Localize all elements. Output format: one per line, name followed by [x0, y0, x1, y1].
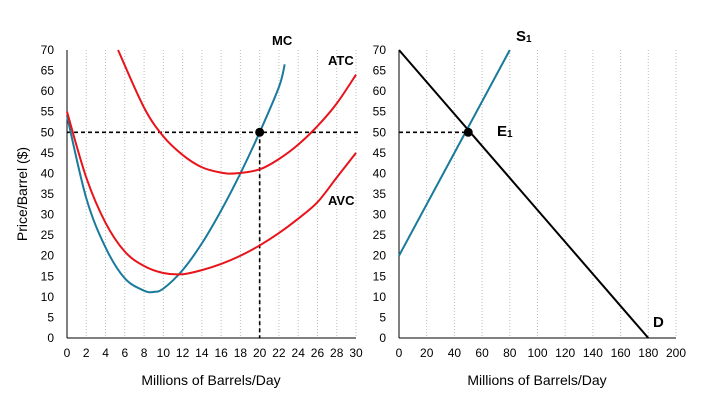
- right-chart-market: 0 5 10 15 20 25 30 35 40 45 50 55 60 65 70 0 20 40 60 80 100…: [373, 28, 687, 388]
- supply-label: S1: [516, 28, 532, 45]
- x-tick-label: 60: [475, 346, 489, 360]
- y-tick-label: 20: [373, 249, 387, 263]
- left-grid: [85, 50, 357, 338]
- right-axes: [398, 50, 676, 339]
- x-tick-label: 100: [527, 346, 547, 360]
- x-tick-label: 200: [666, 346, 686, 360]
- x-tick-label: 8: [141, 346, 148, 360]
- series-mc-line: [66, 64, 286, 294]
- x-tick-label: 6: [121, 346, 128, 360]
- mc-label: MC: [272, 33, 293, 48]
- x-tick-label: 10: [157, 346, 171, 360]
- x-tick-label: 30: [349, 346, 363, 360]
- y-tick-label: 10: [41, 290, 55, 304]
- x-tick-label: 2: [83, 346, 90, 360]
- y-tick-label: 25: [373, 228, 387, 242]
- y-tick-label: 20: [41, 249, 55, 263]
- avc-label: AVC: [328, 193, 355, 208]
- y-tick-label: 40: [373, 166, 387, 180]
- x-tick-label: 20: [253, 346, 267, 360]
- x-tick-label: 14: [195, 346, 209, 360]
- right-x-axis-title: Millions of Barrels/Day: [467, 372, 606, 388]
- y-tick-label: 0: [379, 331, 386, 345]
- y-tick-label: 65: [373, 64, 387, 78]
- equilibrium-label-subscript: 1: [507, 129, 513, 140]
- x-tick-label: 24: [292, 346, 306, 360]
- right-series: [398, 49, 650, 339]
- x-tick-label: 0: [396, 346, 403, 360]
- right-grid: [426, 50, 677, 338]
- y-tick-label: 15: [373, 269, 387, 283]
- left-y-axis-title: Price/Barrel ($): [14, 147, 30, 241]
- y-tick-label: 45: [373, 146, 387, 160]
- marked-point: [255, 127, 265, 137]
- series-avc-line: [66, 111, 357, 276]
- left-axes: [66, 50, 356, 339]
- x-tick-label: 40: [448, 346, 462, 360]
- x-tick-label: 28: [330, 346, 344, 360]
- x-tick-label: 22: [272, 346, 286, 360]
- y-tick-label: 15: [41, 269, 55, 283]
- y-tick-label: 5: [379, 310, 386, 324]
- y-tick-label: 45: [41, 146, 55, 160]
- demand-label: D: [653, 314, 664, 331]
- right-marked-points: [463, 127, 473, 137]
- x-tick-label: 0: [64, 346, 71, 360]
- x-tick-label: 180: [638, 346, 658, 360]
- atc-label: ATC: [328, 53, 354, 68]
- y-tick-label: 25: [41, 228, 55, 242]
- x-tick-label: 120: [555, 346, 575, 360]
- marked-point: [463, 127, 473, 137]
- equilibrium-label: E1: [497, 123, 513, 140]
- x-tick-label: 18: [234, 346, 248, 360]
- left-x-axis-title: Millions of Barrels/Day: [141, 372, 280, 388]
- y-tick-label: 60: [41, 84, 55, 98]
- left-marked-points: [255, 127, 265, 137]
- supply-label-subscript: 1: [526, 34, 532, 45]
- y-tick-label: 50: [41, 125, 55, 139]
- y-tick-label: 0: [47, 331, 54, 345]
- equilibrium-label-main: E: [497, 123, 507, 140]
- y-tick-label: 30: [373, 208, 387, 222]
- y-tick-label: 55: [373, 105, 387, 119]
- y-tick-label: 40: [41, 166, 55, 180]
- x-tick-label: 26: [311, 346, 325, 360]
- series-s1-line: [398, 49, 511, 257]
- series-d-line: [398, 49, 650, 339]
- y-tick-label: 70: [41, 43, 55, 57]
- x-tick-label: 12: [176, 346, 190, 360]
- left-reference-lines: [67, 131, 360, 338]
- left-series: [66, 49, 357, 294]
- supply-label-main: S: [516, 28, 526, 45]
- right-tick-labels: 0 5 10 15 20 25 30 35 40 45 50 55 60 65 70 0 20 40 60 80 100…: [373, 43, 687, 360]
- series-atc-line: [117, 49, 357, 175]
- y-tick-label: 70: [373, 43, 387, 57]
- y-tick-label: 5: [47, 310, 54, 324]
- y-tick-label: 55: [41, 105, 55, 119]
- y-tick-label: 60: [373, 84, 387, 98]
- x-tick-label: 80: [503, 346, 517, 360]
- y-tick-label: 10: [373, 290, 387, 304]
- x-tick-label: 140: [583, 346, 603, 360]
- x-tick-label: 20: [420, 346, 434, 360]
- y-tick-label: 50: [373, 125, 387, 139]
- y-tick-label: 35: [41, 187, 55, 201]
- x-tick-label: 160: [611, 346, 631, 360]
- y-tick-label: 30: [41, 208, 55, 222]
- y-tick-label: 65: [41, 64, 55, 78]
- x-tick-label: 16: [214, 346, 228, 360]
- x-tick-label: 4: [102, 346, 109, 360]
- y-tick-label: 35: [373, 187, 387, 201]
